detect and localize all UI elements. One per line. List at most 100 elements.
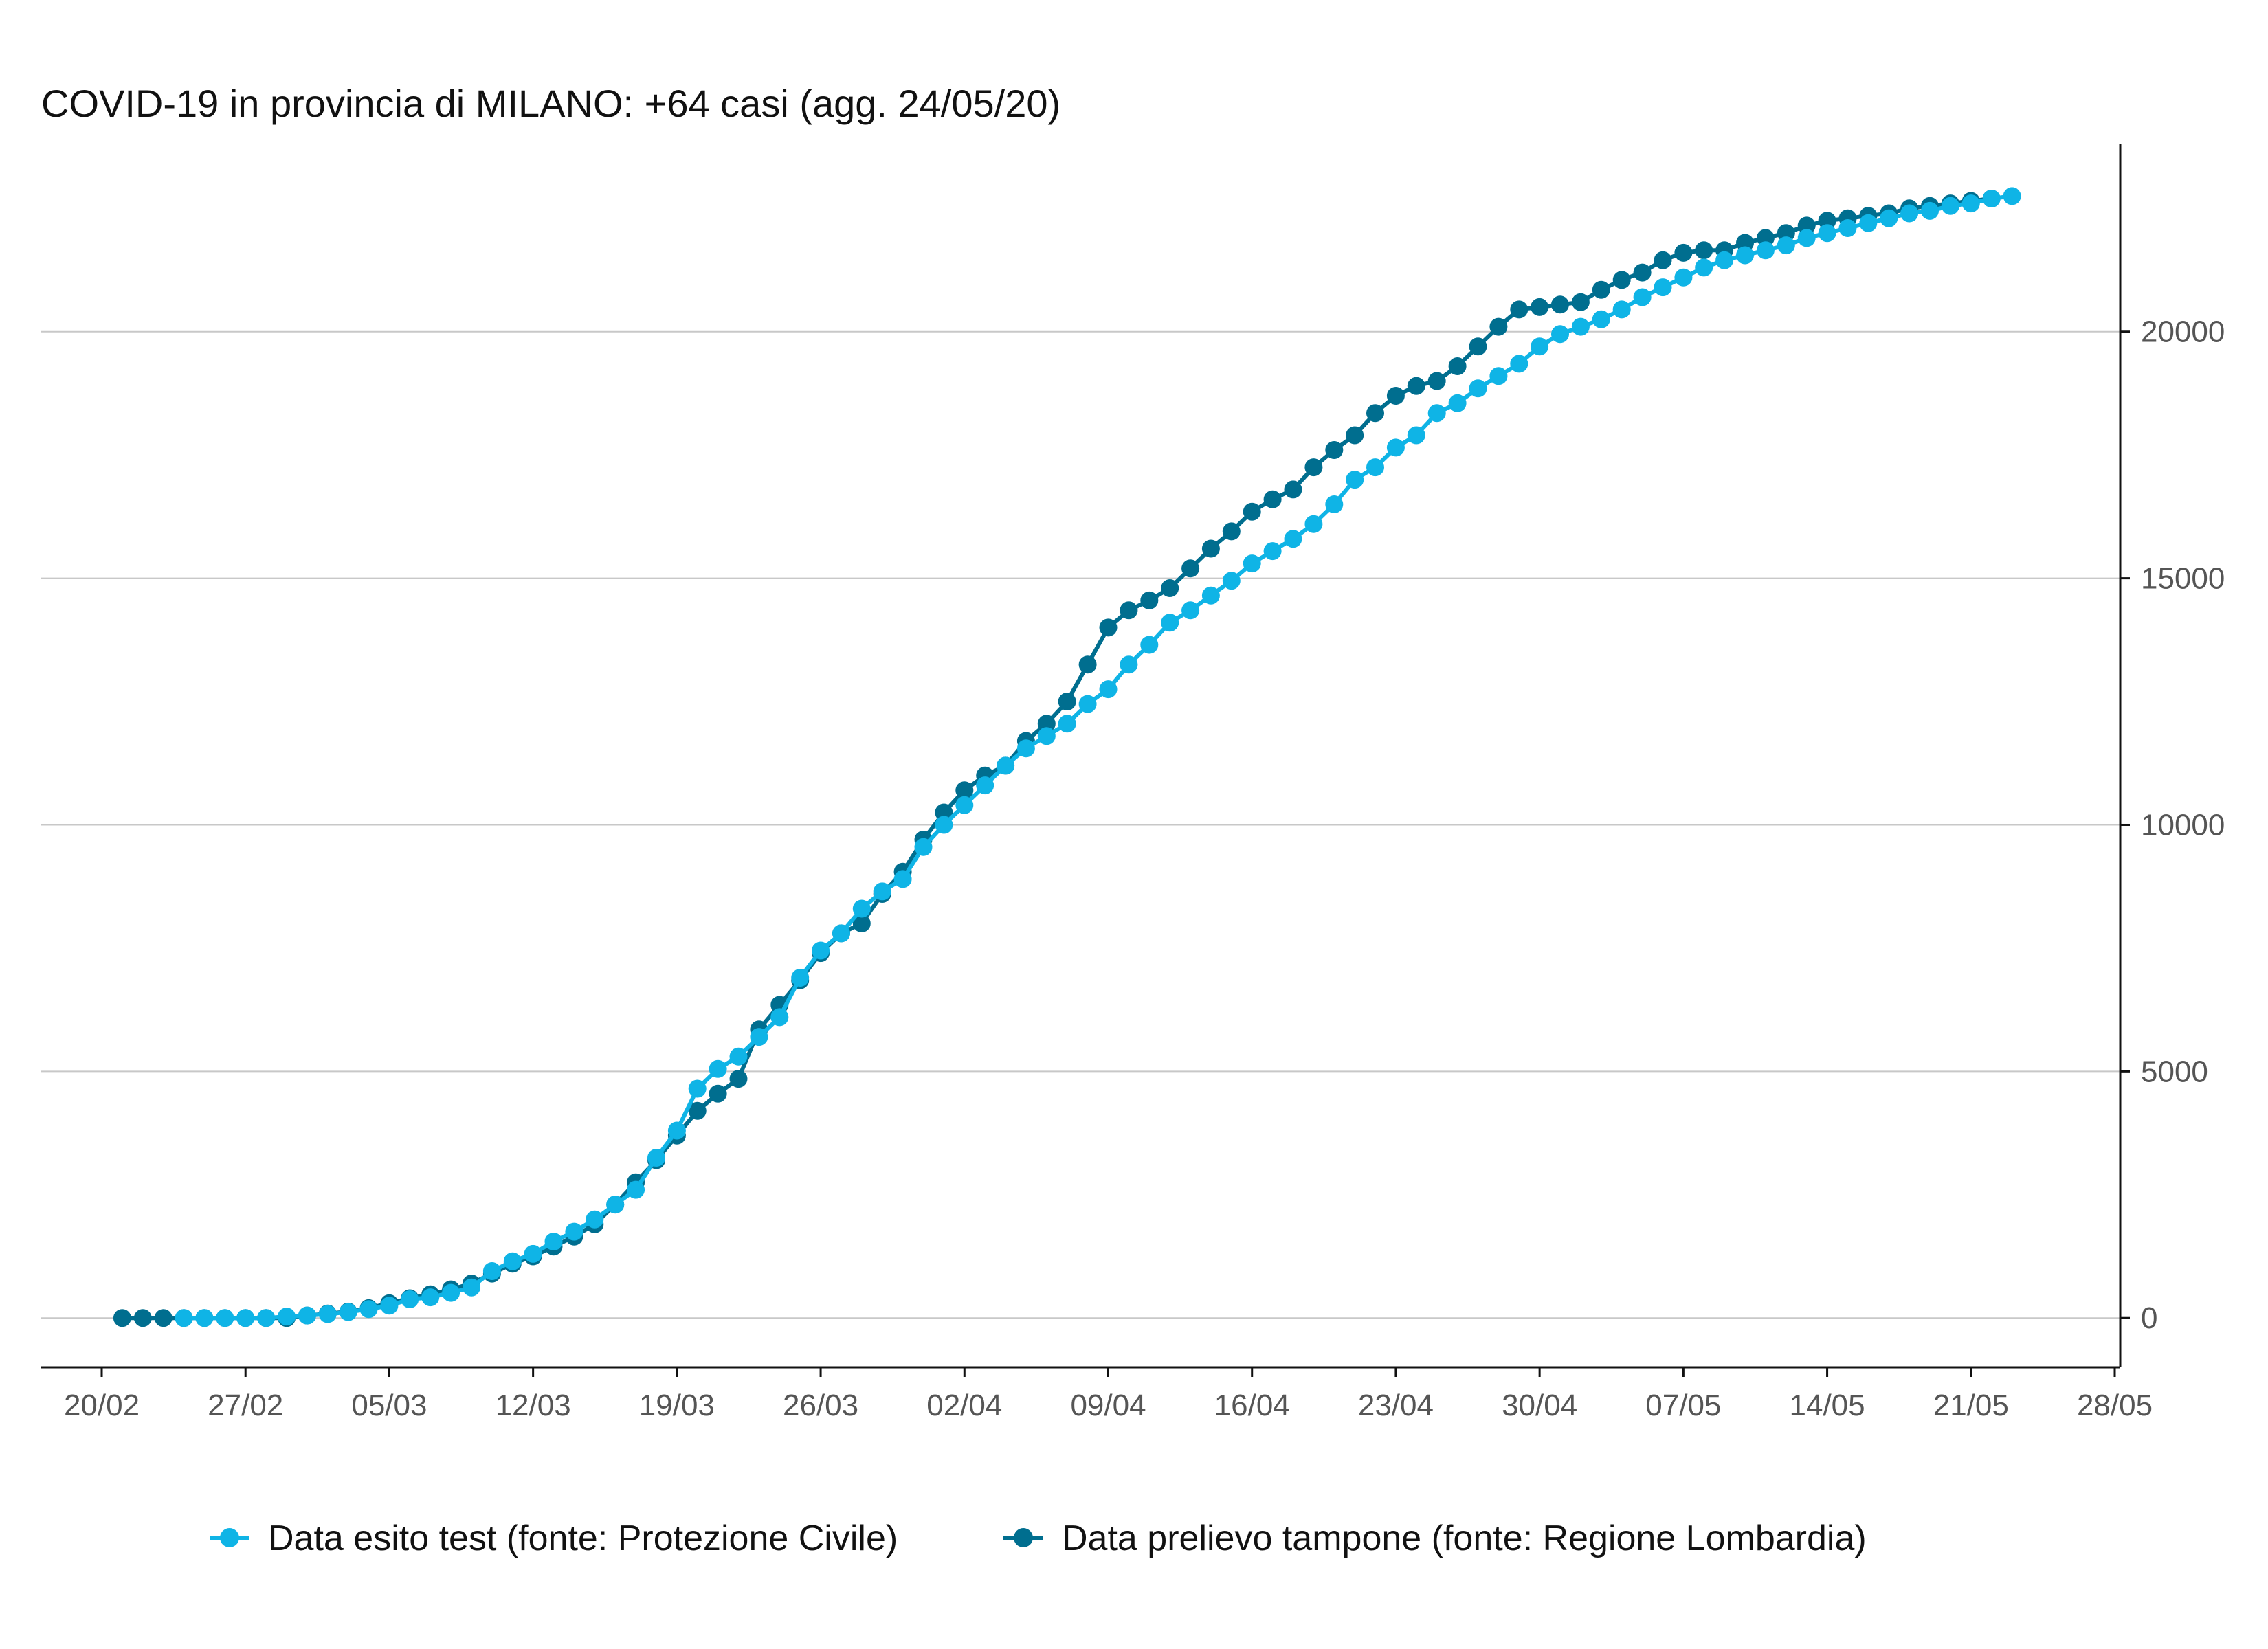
data-point: [1427, 372, 1446, 390]
data-point: [1469, 379, 1487, 398]
data-point: [1633, 263, 1652, 282]
legend-key-marker: [220, 1528, 239, 1547]
data-point: [278, 1308, 296, 1326]
data-point: [1674, 268, 1693, 287]
data-point: [1469, 337, 1487, 356]
data-point: [852, 915, 871, 932]
legend-key-marker: [1014, 1528, 1033, 1547]
data-point: [1181, 601, 1200, 620]
data-point: [852, 899, 871, 918]
data-point: [873, 882, 891, 901]
data-point: [1921, 201, 1939, 220]
data-point: [1407, 426, 1425, 445]
data-point: [1263, 490, 1282, 508]
x-tick-label: 02/04: [926, 1389, 1002, 1422]
legend-label: Data esito test (fonte: Protezione Civil…: [268, 1518, 898, 1558]
x-tick-label: 09/04: [1070, 1389, 1146, 1422]
x-tick-label: 16/04: [1214, 1389, 1290, 1422]
data-point: [770, 1008, 789, 1027]
data-point: [1386, 387, 1405, 405]
data-point: [1161, 614, 1179, 632]
data-point: [154, 1309, 173, 1327]
data-point: [1900, 204, 1919, 223]
x-tick-label: 07/05: [1645, 1389, 1721, 1422]
data-point: [1531, 298, 1549, 316]
data-point: [1325, 441, 1344, 459]
data-point: [709, 1059, 727, 1078]
data-point: [318, 1305, 337, 1323]
data-point: [893, 870, 912, 888]
y-tick-label: 15000: [2141, 562, 2225, 596]
series-line: [122, 197, 1992, 1321]
data-point: [1386, 438, 1405, 457]
data-point: [586, 1210, 604, 1229]
x-tick-label: 26/03: [783, 1389, 858, 1422]
data-point: [463, 1278, 480, 1297]
x-tick-label: 19/03: [639, 1389, 715, 1422]
data-point: [709, 1084, 727, 1103]
data-point: [216, 1309, 234, 1327]
series-line: [184, 194, 2012, 1321]
data-point: [729, 1047, 748, 1066]
data-point: [1325, 495, 1344, 513]
data-point: [1037, 715, 1056, 733]
data-point: [647, 1149, 665, 1167]
data-point: [1427, 404, 1446, 423]
x-tick-label: 30/04: [1502, 1389, 1577, 1422]
data-point: [1818, 212, 1836, 230]
data-point: [359, 1300, 378, 1319]
x-tick-label: 23/04: [1358, 1389, 1434, 1422]
data-point: [1612, 271, 1631, 289]
data-point: [1592, 310, 1610, 328]
data-point: [1346, 426, 1364, 445]
data-point: [1201, 539, 1220, 558]
data-point: [791, 969, 810, 987]
data-point: [955, 781, 974, 800]
data-point: [1243, 554, 1261, 573]
data-point: [688, 1101, 707, 1120]
data-point: [1016, 739, 1035, 758]
data-point: [914, 838, 933, 856]
grid-lines: [41, 330, 2120, 1319]
x-tick-label: 28/05: [2077, 1389, 2153, 1422]
data-point: [1284, 530, 1302, 548]
data-point: [1982, 190, 2001, 207]
data-point: [175, 1309, 193, 1327]
data-point: [832, 924, 850, 943]
data-point: [1161, 579, 1179, 597]
series-1: [113, 190, 2001, 1327]
data-point: [1777, 236, 1795, 255]
data-point: [606, 1196, 625, 1214]
data-point: [935, 803, 953, 822]
data-point: [1037, 727, 1056, 745]
data-point: [1489, 317, 1508, 336]
data-point: [688, 1079, 707, 1098]
data-point: [565, 1222, 583, 1241]
data-point: [1756, 241, 1775, 260]
data-point: [1756, 229, 1775, 247]
data-point: [1140, 591, 1159, 609]
data-point: [1797, 229, 1816, 247]
data-point: [1201, 586, 1220, 605]
data-point: [524, 1244, 542, 1263]
data-point: [257, 1309, 276, 1327]
data-point: [544, 1233, 563, 1250]
data-point: [1715, 251, 1734, 269]
x-tick-label: 14/05: [1790, 1389, 1865, 1422]
data-point: [1736, 234, 1754, 252]
data-point: [997, 756, 1015, 775]
data-point: [935, 816, 953, 834]
data-point: [1120, 601, 1138, 620]
data-point: [1489, 367, 1508, 385]
data-point: [1222, 522, 1241, 541]
data-point: [1448, 357, 1467, 375]
data-point: [1654, 278, 1672, 297]
data-point: [113, 1309, 131, 1327]
data-point: [1284, 480, 1302, 499]
chart-title: COVID-19 in provincia di MILANO: +64 cas…: [41, 82, 1060, 125]
data-point: [1510, 300, 1528, 319]
x-tick-label: 21/05: [1933, 1389, 2009, 1422]
data-point: [1181, 559, 1200, 578]
data-point: [236, 1309, 255, 1327]
